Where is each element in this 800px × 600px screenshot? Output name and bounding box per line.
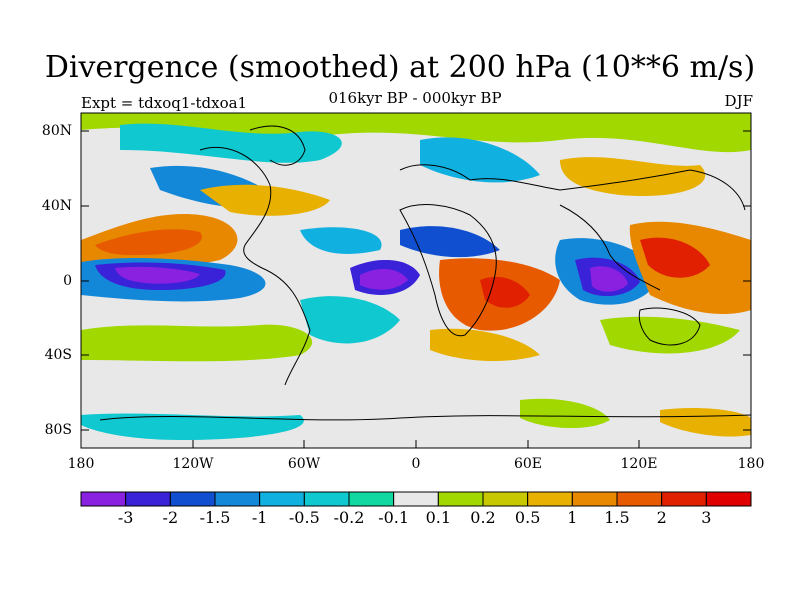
colorbar-swatch	[169, 491, 216, 507]
lat-tick-label: 80N	[41, 123, 72, 139]
plot-subtitle: 016kyr BP - 000kyr BP	[328, 89, 502, 107]
field-region	[520, 398, 610, 429]
colorbar-tick-label: 0.2	[470, 508, 496, 527]
lat-tick-label: 80S	[44, 422, 72, 438]
field-region	[120, 123, 342, 163]
colorbar-tick-label: 1.5	[604, 508, 630, 527]
colorbar-tick-label: 0.1	[425, 508, 452, 527]
colorbar-tick-label: 2	[656, 508, 667, 527]
lon-tick-label: 180	[67, 456, 95, 472]
experiment-label: Expt = tdxoq1-tdxoa1	[81, 94, 248, 112]
colorbar-tick-label: -0.1	[378, 508, 410, 527]
colorbar-swatch	[571, 491, 618, 507]
africa-coastline	[399, 204, 497, 337]
colorbar-swatch	[125, 491, 171, 507]
field-region	[660, 407, 751, 437]
lat-tick-label: 0	[63, 273, 72, 289]
field-region	[640, 237, 710, 278]
colorbar-swatch	[661, 491, 707, 507]
colorbar-tick-label: -0.5	[288, 508, 320, 527]
field-region	[560, 157, 706, 196]
field-region	[360, 268, 408, 290]
americas-coastline	[199, 146, 311, 386]
field-region	[95, 229, 202, 256]
field-region	[590, 266, 628, 292]
colorbar-swatch	[527, 491, 573, 507]
colorbar-tick-label: 1	[567, 508, 578, 527]
antarctica-coastline	[99, 414, 751, 421]
field-region	[81, 113, 751, 153]
colorbar-tick-label: 0.5	[514, 508, 541, 527]
colorbar-swatch	[705, 491, 752, 507]
lon-tick-label: 120E	[620, 456, 658, 472]
colorbar-tick-label: -1.5	[199, 508, 231, 527]
field-region	[430, 328, 540, 362]
colorbar-swatch	[616, 491, 663, 507]
colorbar-tick-label: -2	[162, 508, 179, 527]
colorbar-swatch	[393, 491, 439, 507]
colorbar-swatch	[482, 491, 529, 507]
field-region	[115, 266, 200, 284]
colorbar-tick-label: 3	[701, 508, 712, 527]
lon-ticks	[80, 440, 752, 448]
field-region	[81, 324, 313, 362]
colorbar-swatch	[259, 491, 305, 507]
colorbar-tick-label: -3	[117, 508, 134, 527]
lat-tick-label: 40N	[41, 198, 72, 214]
field-region	[200, 184, 330, 216]
asia-coastline	[559, 204, 661, 291]
colorbar-swatch	[437, 491, 484, 507]
lat-ticks	[81, 130, 751, 431]
lat-tick-label: 40S	[44, 347, 72, 363]
lon-tick-label: 0	[411, 456, 421, 472]
colorbar-swatch	[348, 491, 395, 507]
divergence-field	[81, 113, 751, 448]
eurasia-coastline	[399, 164, 746, 211]
field-region	[300, 296, 400, 344]
lon-tick-label: 60E	[513, 456, 543, 472]
greenland-coastline	[249, 125, 306, 166]
field-region	[81, 413, 304, 440]
field-region	[400, 226, 500, 258]
colorbar-swatch	[80, 491, 127, 507]
colorbar-tick-label: -1	[251, 508, 268, 527]
colorbar-swatch	[303, 491, 350, 507]
coastlines	[99, 125, 751, 421]
season-label: DJF	[724, 92, 753, 110]
australia-coastline	[638, 307, 701, 346]
colorbar-tick-label: -0.2	[333, 508, 365, 527]
lon-tick-label: 180	[737, 456, 765, 472]
colorbar-swatch	[214, 491, 261, 507]
plot-title: Divergence (smoothed) at 200 hPa (10**6 …	[44, 50, 756, 85]
lon-tick-label: 60W	[287, 456, 321, 472]
field-region	[420, 137, 540, 183]
lon-tick-label: 120W	[172, 456, 214, 472]
field-region	[300, 227, 382, 254]
field-region	[600, 316, 740, 354]
